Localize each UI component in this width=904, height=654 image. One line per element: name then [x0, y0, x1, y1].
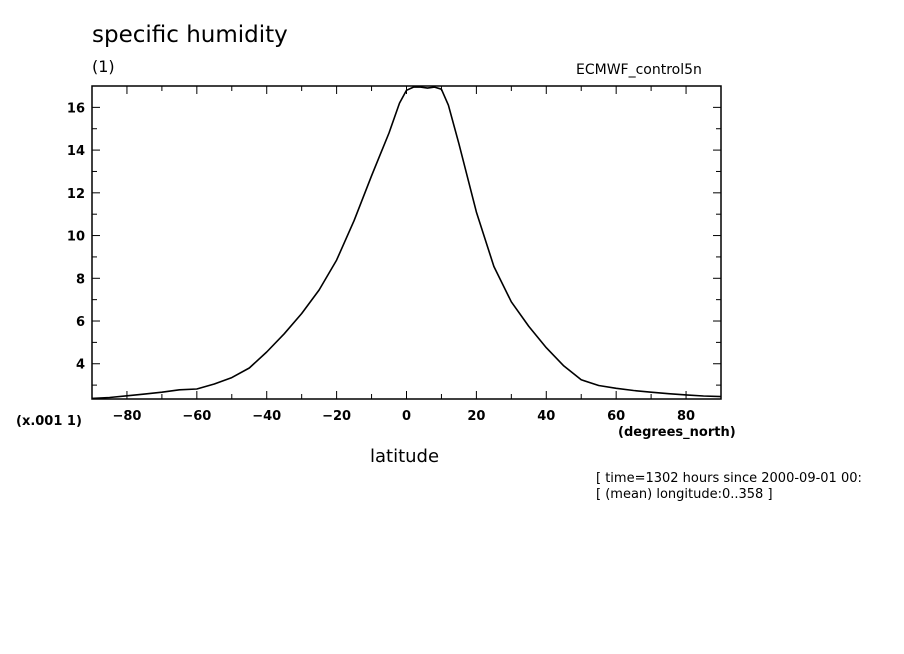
- x-tick-label: 60: [607, 409, 625, 424]
- x-axis-units: (degrees_north): [618, 425, 736, 440]
- x-tick-label: −60: [182, 409, 211, 424]
- y-tick-label: 16: [67, 101, 85, 116]
- y-tick-label: 8: [76, 272, 85, 287]
- y-tick-label: 12: [67, 187, 85, 202]
- x-tick-label: 80: [677, 409, 695, 424]
- y-scale-note: (x.001 1): [16, 414, 82, 429]
- x-tick-label: −40: [252, 409, 281, 424]
- x-axis-label: latitude: [370, 446, 440, 467]
- chart-title: specific humidity: [92, 22, 288, 48]
- y-tick-label: 14: [67, 144, 85, 159]
- x-tick-label: 20: [467, 409, 485, 424]
- x-tick-label: 0: [402, 409, 411, 424]
- x-tick-label: −80: [112, 409, 141, 424]
- x-tick-label: 40: [537, 409, 555, 424]
- y-tick-label: 4: [76, 358, 85, 373]
- chart-units: (1): [92, 57, 115, 76]
- series-line: [91, 86, 722, 400]
- plot-frame: [91, 85, 722, 400]
- y-tick-label: 10: [67, 230, 85, 245]
- x-tick-label: −20: [322, 409, 351, 424]
- info-time: [ time=1302 hours since 2000-09-01 00:: [596, 471, 862, 486]
- y-tick-label: 6: [76, 315, 85, 330]
- dataset-name: ECMWF_control5n: [576, 62, 702, 78]
- info-longitude: [ (mean) longitude:0..358 ]: [596, 487, 773, 502]
